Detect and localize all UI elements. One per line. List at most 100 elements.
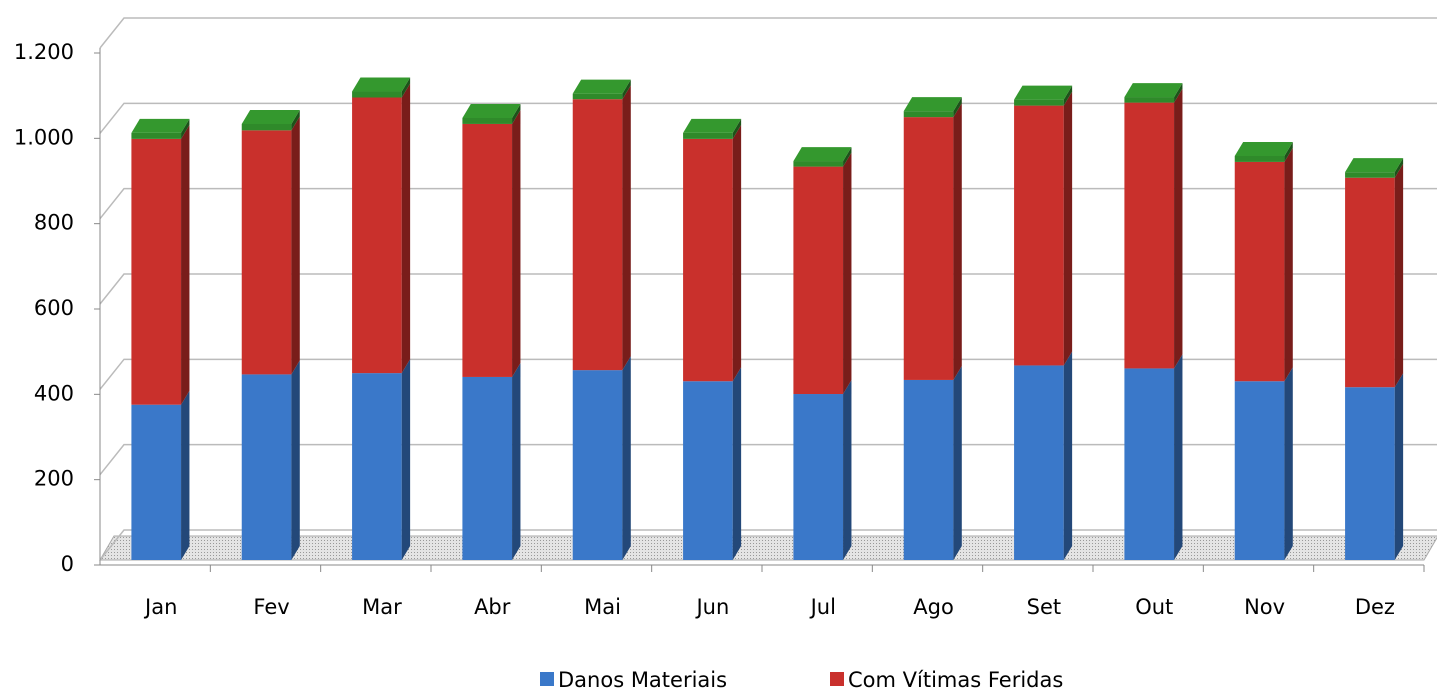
grid-line <box>99 187 1437 220</box>
x-tick-label: Jun <box>694 595 729 619</box>
bar-segment <box>1234 161 1285 382</box>
bar-segment <box>903 117 954 380</box>
bar-side <box>512 362 521 560</box>
x-tick-label: Ago <box>913 595 954 619</box>
bar-side <box>843 147 852 167</box>
bar-segment <box>903 379 954 560</box>
bar-side <box>1394 373 1404 560</box>
bar-side <box>1063 91 1073 366</box>
y-tick-label: 1.200 <box>14 40 74 64</box>
floor <box>99 535 1437 561</box>
bar-side <box>622 356 631 560</box>
grid-line <box>99 102 1437 134</box>
bar-side <box>1394 163 1404 388</box>
bar-segment <box>1234 155 1285 162</box>
bar-segment <box>1234 381 1285 560</box>
x-tick-label: Mar <box>362 595 402 619</box>
bar-segment <box>1014 105 1064 366</box>
bar-side <box>1174 354 1183 560</box>
bar-top <box>241 109 300 124</box>
bar-top <box>903 97 962 112</box>
bar-side <box>291 116 300 375</box>
legend-label: Com Vítimas Feridas <box>848 668 1063 692</box>
bar-side <box>953 103 962 380</box>
bar-side <box>622 85 631 371</box>
bar-side <box>291 360 300 560</box>
grid-line <box>99 17 1437 49</box>
bar-segment <box>462 117 513 124</box>
bar-side <box>732 367 742 560</box>
bar-segment <box>1345 177 1395 388</box>
bar-segment <box>572 99 623 371</box>
bar-side <box>1284 141 1293 162</box>
legend-swatch <box>540 672 554 686</box>
x-tick-label: Nov <box>1244 595 1285 619</box>
bar-segment <box>903 111 954 118</box>
bar-segment <box>131 138 182 405</box>
bar-side <box>401 83 411 374</box>
bar-top <box>1124 83 1183 98</box>
bar-segment <box>462 123 513 377</box>
bar-segment <box>793 161 844 167</box>
bar-side <box>1063 85 1073 106</box>
bar-side <box>291 109 300 131</box>
bar-side <box>732 124 742 382</box>
bar-side <box>181 390 190 560</box>
grid-line <box>99 443 1437 476</box>
bar-segment <box>1124 97 1175 103</box>
bar-top <box>462 103 521 118</box>
y-tick-label: 200 <box>34 467 74 491</box>
y-tick-label: 400 <box>34 381 74 405</box>
bar-side <box>953 97 962 118</box>
bar-segment <box>131 404 182 560</box>
bar-side <box>401 359 411 560</box>
bar-segment <box>1345 172 1395 178</box>
legend-label: Danos Materiais <box>558 668 727 692</box>
bar-segment <box>352 91 402 98</box>
bar-side <box>1284 367 1293 560</box>
bar-side <box>512 109 521 377</box>
bar-top <box>572 79 631 94</box>
bar-side <box>1174 83 1183 103</box>
bar-side <box>512 103 521 124</box>
bar-segment <box>572 93 623 100</box>
bar-segment <box>241 130 292 375</box>
bar-side <box>181 124 190 405</box>
bar-segment <box>241 374 292 560</box>
bar-top <box>1345 158 1404 173</box>
bar-segment <box>793 166 844 395</box>
bar-side <box>1174 88 1183 369</box>
bar-segment <box>352 373 402 560</box>
grid-line <box>99 273 1437 305</box>
bar-top <box>793 147 852 162</box>
bar-side <box>953 365 962 560</box>
bar-top <box>1014 85 1073 100</box>
bar-side <box>843 380 852 560</box>
bar-segment <box>1345 387 1395 560</box>
bar-segment <box>683 132 733 139</box>
bar-segment <box>683 381 733 560</box>
x-tick-label: Out <box>1135 595 1173 619</box>
bar-segment <box>1124 368 1175 560</box>
bar-side <box>622 79 631 100</box>
legend-swatch <box>830 672 844 686</box>
x-tick-label: Dez <box>1355 595 1395 619</box>
bar-segment <box>1014 365 1064 560</box>
bar-segment <box>1014 99 1064 106</box>
bar-side <box>1284 147 1293 382</box>
y-tick-label: 800 <box>34 211 74 235</box>
bar-top <box>683 118 742 133</box>
bar-side <box>1063 351 1073 560</box>
bar-top <box>131 118 190 133</box>
bar-segment <box>683 138 733 382</box>
y-tick-label: 0 <box>61 552 74 576</box>
x-tick-label: Jul <box>809 595 836 619</box>
bar-segment <box>1124 102 1175 369</box>
bar-side <box>1394 158 1404 178</box>
x-tick-label: Mai <box>584 595 621 619</box>
bar-side <box>732 118 742 139</box>
grid-line <box>99 358 1437 390</box>
bar-segment <box>352 97 402 374</box>
bar-segment <box>131 132 182 139</box>
bar-side <box>401 77 411 98</box>
